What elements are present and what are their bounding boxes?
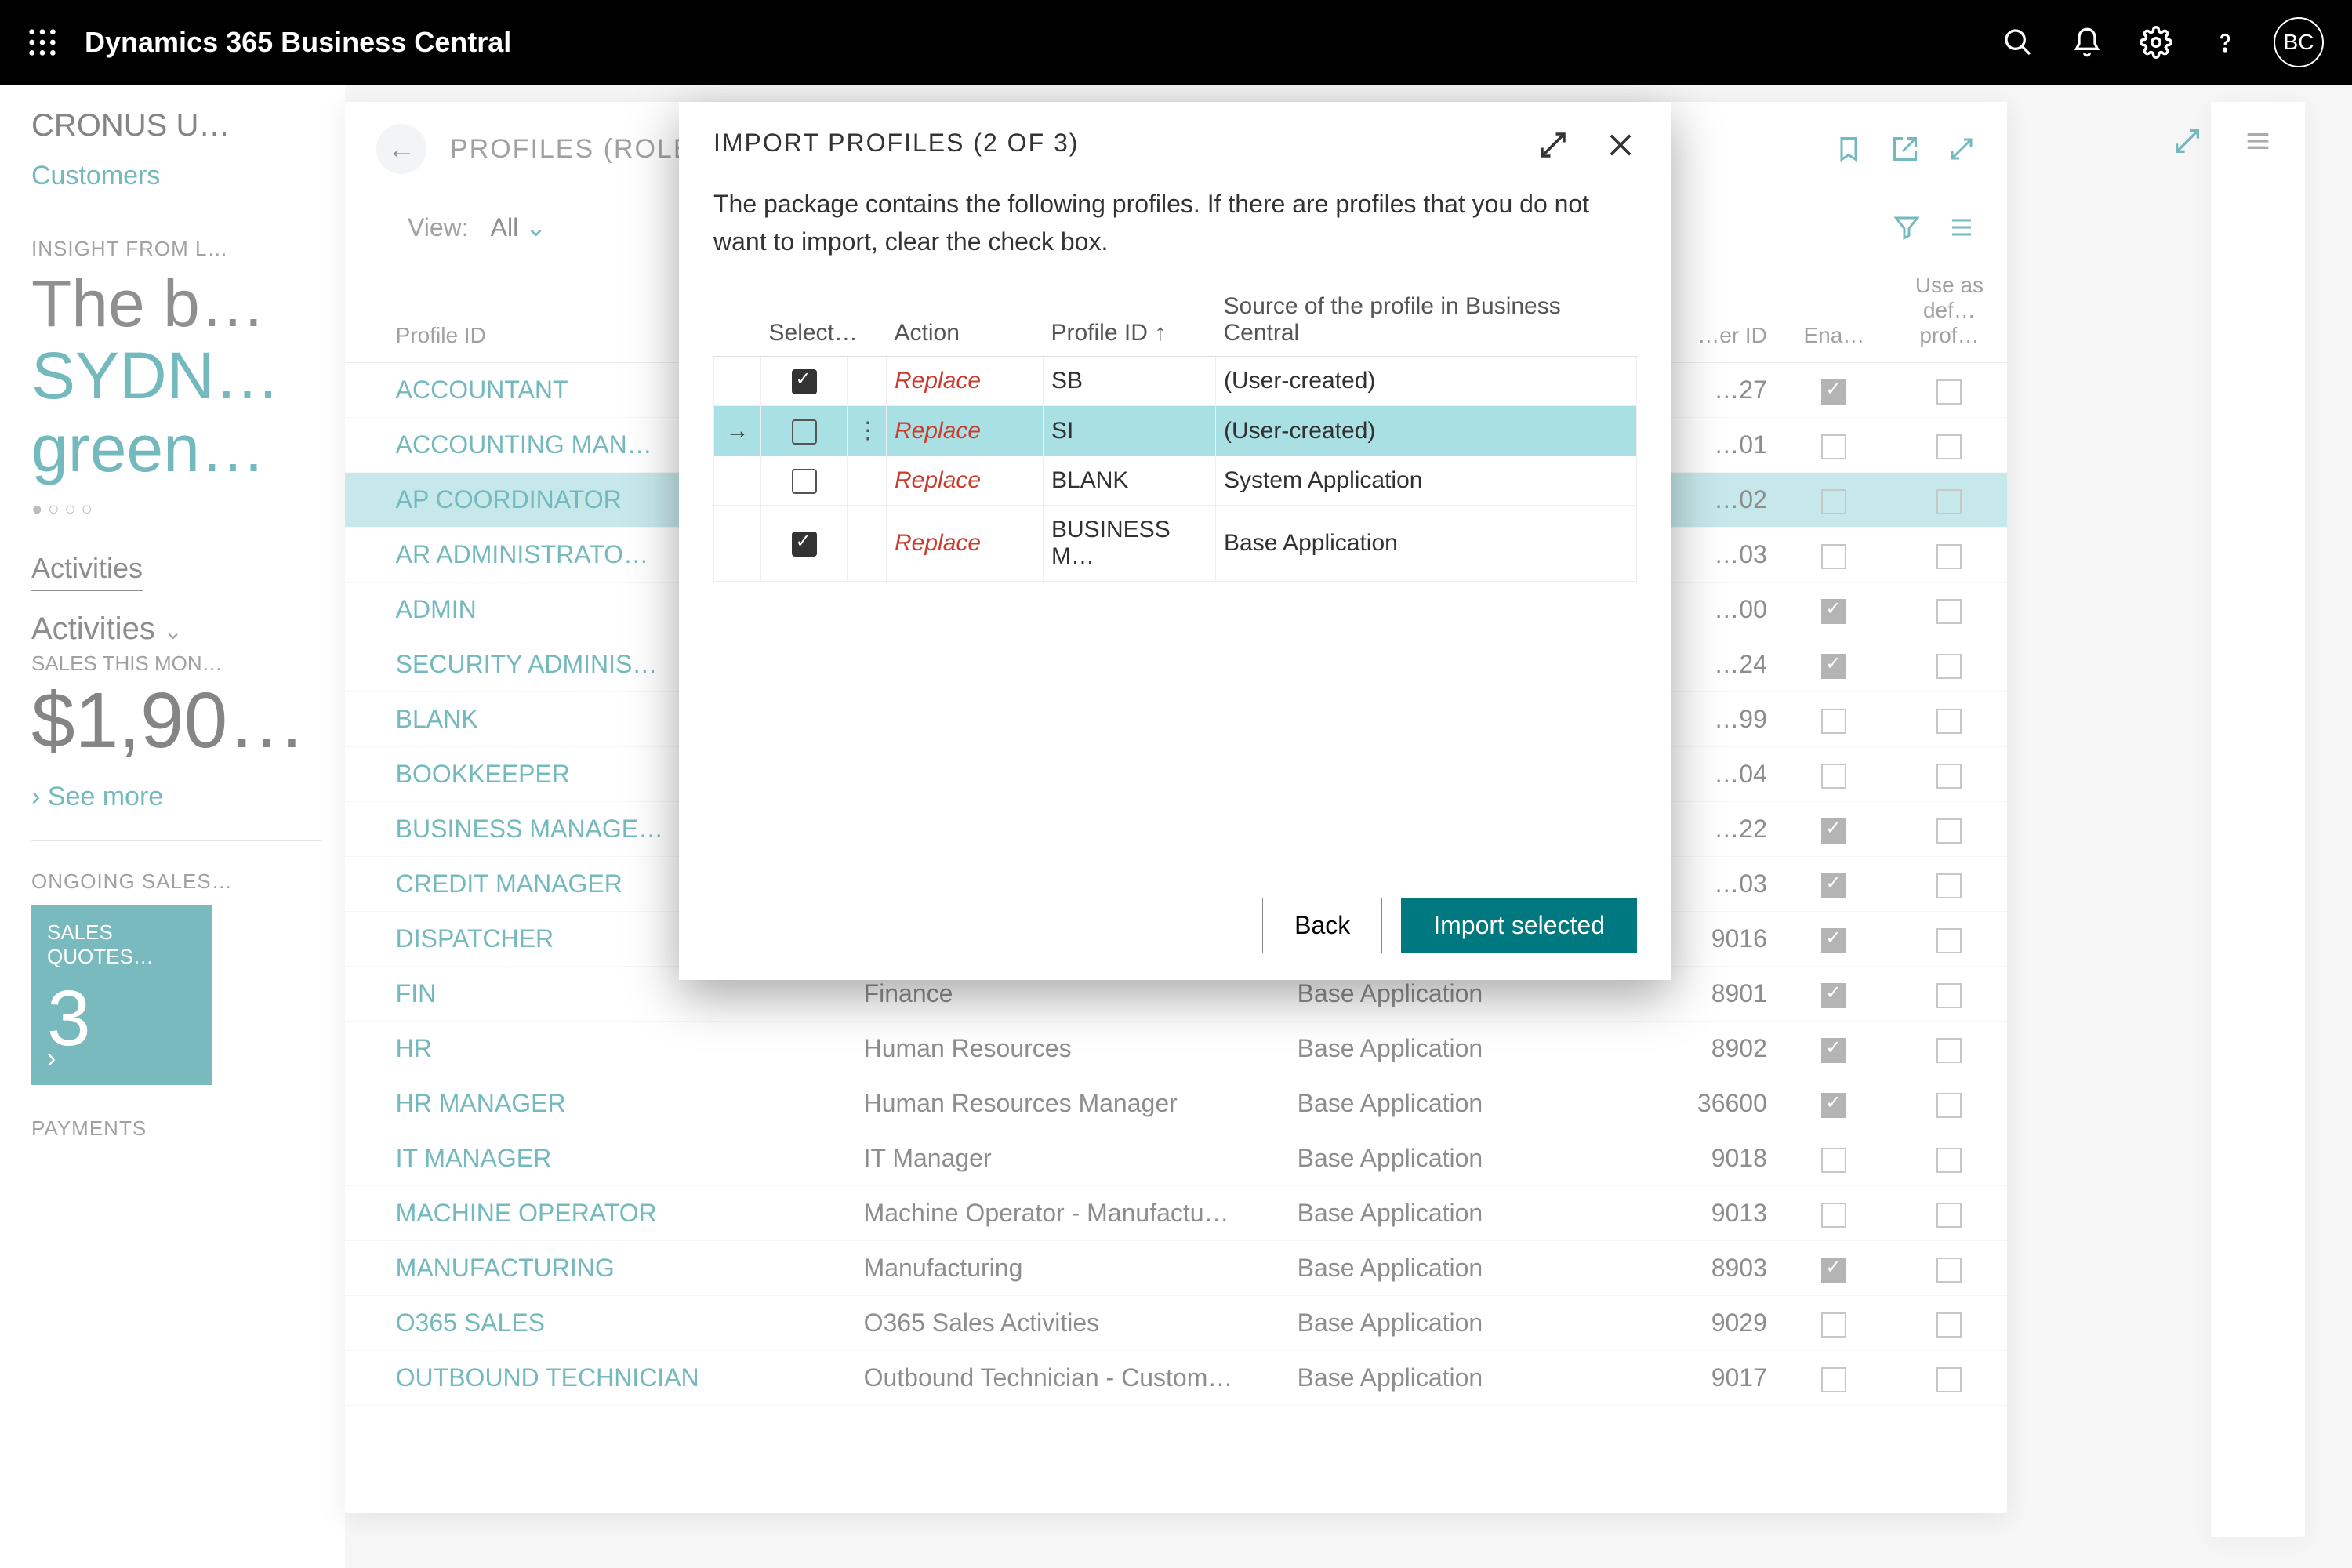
modal-title: IMPORT PROFILES (2 OF 3) — [713, 129, 1079, 158]
help-icon[interactable] — [2205, 22, 2245, 63]
col-source[interactable]: Source of the profile in Business Centra… — [1216, 284, 1637, 357]
import-profiles-table: Select… Action Profile ID ↑ Source of th… — [713, 284, 1637, 582]
source-value: (User-created) — [1216, 357, 1637, 406]
profile-id-value: BUSINESS M… — [1044, 506, 1216, 582]
profile-id-value: SI — [1044, 406, 1216, 456]
table-row[interactable]: Replace BUSINESS M…Base Application — [714, 506, 1637, 582]
table-row[interactable]: Replace SB(User-created) — [714, 357, 1637, 406]
settings-icon[interactable] — [2136, 22, 2176, 63]
profile-id-value: BLANK — [1044, 456, 1216, 506]
modal-header: IMPORT PROFILES (2 OF 3) — [713, 129, 1637, 162]
action-value: Replace — [895, 530, 981, 556]
select-checkbox[interactable] — [792, 532, 817, 557]
brand-title: Dynamics 365 Business Central — [85, 26, 511, 59]
topbar: Dynamics 365 Business Central BC — [0, 0, 2352, 85]
avatar-initials: BC — [2284, 30, 2314, 55]
app-launcher-icon[interactable] — [0, 0, 85, 85]
col-action[interactable]: Action — [887, 284, 1044, 357]
source-value: System Application — [1216, 456, 1637, 506]
select-checkbox[interactable] — [792, 469, 817, 494]
topbar-right: BC — [1998, 17, 2352, 67]
source-value: Base Application — [1216, 506, 1637, 582]
source-value: (User-created) — [1216, 406, 1637, 456]
close-icon[interactable] — [1604, 129, 1637, 162]
profile-id-value: SB — [1044, 357, 1216, 406]
table-row[interactable]: Replace BLANKSystem Application — [714, 456, 1637, 506]
col-profile-id[interactable]: Profile ID ↑ — [1044, 284, 1216, 357]
import-profiles-modal: IMPORT PROFILES (2 OF 3) The package con… — [679, 102, 1671, 980]
import-selected-button[interactable]: Import selected — [1401, 898, 1637, 953]
notifications-icon[interactable] — [2067, 22, 2107, 63]
user-avatar[interactable]: BC — [2274, 17, 2324, 67]
search-icon[interactable] — [1998, 22, 2038, 63]
maximize-icon[interactable] — [1537, 129, 1570, 162]
table-row[interactable]: → ⋮ Replace SI(User-created) — [714, 406, 1637, 456]
modal-description: The package contains the following profi… — [713, 185, 1623, 260]
select-checkbox[interactable] — [792, 369, 817, 394]
row-actions-icon[interactable]: ⋮ — [856, 418, 877, 444]
back-button[interactable]: Back — [1262, 898, 1382, 953]
select-checkbox[interactable] — [792, 419, 817, 445]
current-row-arrow-icon: → — [726, 418, 750, 444]
action-value: Replace — [895, 368, 981, 394]
col-select[interactable]: Select… — [761, 284, 848, 357]
modal-footer: Back Import selected — [1262, 898, 1637, 953]
modal-window-controls — [1537, 129, 1637, 162]
action-value: Replace — [895, 418, 981, 444]
action-value: Replace — [895, 467, 981, 493]
